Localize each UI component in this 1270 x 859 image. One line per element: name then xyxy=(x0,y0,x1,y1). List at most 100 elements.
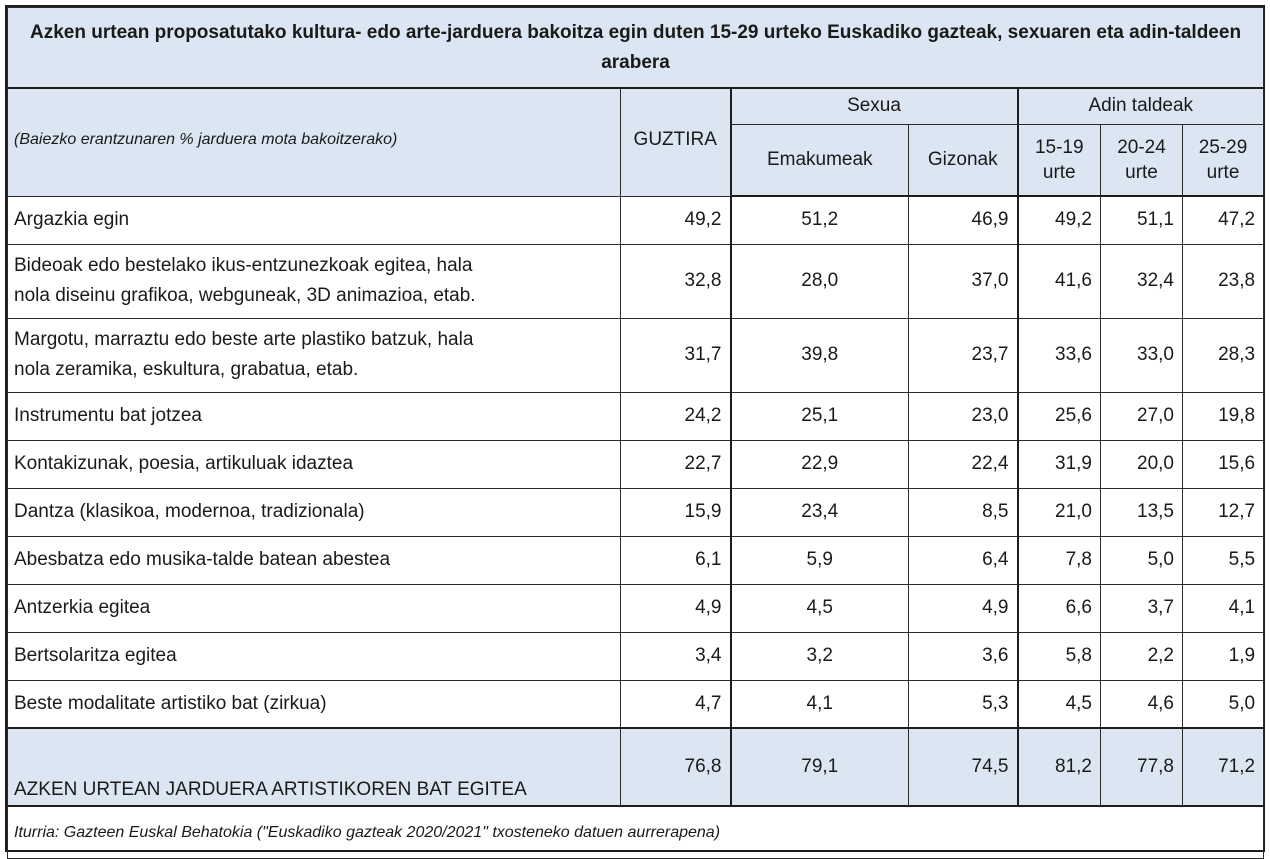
cell-age-25-29: 4,1 xyxy=(1181,583,1265,633)
total-label: AZKEN URTEAN JARDUERA ARTISTIKOREN BAT E… xyxy=(7,727,621,807)
row-label: Dantza (klasikoa, modernoa, tradizionala… xyxy=(7,487,621,537)
table-row: Dantza (klasikoa, modernoa, tradizionala… xyxy=(7,487,1265,537)
cell-guztira: 4,7 xyxy=(620,679,731,729)
row-label-line: Dantza (klasikoa, modernoa, tradizionala… xyxy=(14,501,365,522)
cell-emakumeak: 23,4 xyxy=(729,487,909,537)
total-age-20-24: 77,8 xyxy=(1100,727,1183,807)
row-label-line: Argazkia egin xyxy=(14,209,130,230)
cell-age-15-19: 5,8 xyxy=(1016,631,1101,681)
cell-gizonak: 23,0 xyxy=(908,391,1018,441)
cell-gizonak: 37,0 xyxy=(908,243,1018,319)
cell-age-20-24: 2,2 xyxy=(1100,631,1183,681)
row-label: Antzerkia egitea xyxy=(7,583,621,633)
row-label-line: Antzerkia egitea xyxy=(14,597,151,618)
cell-age-20-24: 20,0 xyxy=(1100,439,1183,489)
cell-emakumeak: 4,1 xyxy=(729,679,909,729)
table-row: Kontakizunak, poesia, artikuluak idaztea… xyxy=(7,439,1265,489)
cell-age-20-24: 51,1 xyxy=(1100,195,1183,245)
total-age-25-29: 71,2 xyxy=(1181,727,1265,807)
cell-guztira: 49,2 xyxy=(620,195,731,245)
cell-emakumeak: 22,9 xyxy=(729,439,909,489)
row-label-line: Bideoak edo bestelako ikus-entzunezkoak … xyxy=(14,255,473,276)
row-label-line: nola diseinu grafikoa, webguneak, 3D ani… xyxy=(14,285,476,306)
cell-emakumeak: 4,5 xyxy=(729,583,909,633)
age-unit: urte xyxy=(1042,161,1076,183)
cell-gizonak: 4,9 xyxy=(908,583,1018,633)
cell-emakumeak: 3,2 xyxy=(729,631,909,681)
table-row: Margotu, marraztu edo beste arte plastik… xyxy=(7,317,1265,393)
table-row: Antzerkia egitea 4,9 4,5 4,9 6,6 3,7 4,1 xyxy=(7,583,1265,633)
row-label: Bideoak edo bestelako ikus-entzunezkoak … xyxy=(7,243,621,319)
col-header-guztira: GUZTIRA xyxy=(620,87,731,197)
table-row: Bideoak edo bestelako ikus-entzunezkoak … xyxy=(7,243,1265,319)
row-label-line: Margotu, marraztu edo beste arte plastik… xyxy=(14,329,474,350)
col-header-gizonak: Gizonak xyxy=(908,123,1018,197)
table-row: Instrumentu bat jotzea 24,2 25,1 23,0 25,6 27… xyxy=(7,391,1265,441)
row-label: Margotu, marraztu edo beste arte plastik… xyxy=(7,317,621,393)
cell-gizonak: 46,9 xyxy=(908,195,1018,245)
cell-age-25-29: 5,5 xyxy=(1181,535,1265,585)
cell-guztira: 22,7 xyxy=(620,439,731,489)
cell-age-15-19: 21,0 xyxy=(1016,487,1101,537)
cell-emakumeak: 25,1 xyxy=(729,391,909,441)
row-label-line: Instrumentu bat jotzea xyxy=(14,405,202,426)
cell-age-25-29: 12,7 xyxy=(1181,487,1265,537)
cell-emakumeak: 28,0 xyxy=(729,243,909,319)
cell-age-25-29: 15,6 xyxy=(1181,439,1265,489)
table-row: Abesbatza edo musika-talde batean abeste… xyxy=(7,535,1265,585)
cell-guztira: 4,9 xyxy=(620,583,731,633)
cell-guztira: 24,2 xyxy=(620,391,731,441)
cell-emakumeak: 51,2 xyxy=(729,195,909,245)
cell-emakumeak: 39,8 xyxy=(729,317,909,393)
total-row: AZKEN URTEAN JARDUERA ARTISTIKOREN BAT E… xyxy=(7,727,1265,807)
age-unit: urte xyxy=(1125,161,1158,183)
cell-age-20-24: 32,4 xyxy=(1100,243,1183,319)
col-header-age-15-19: 15-19 urte xyxy=(1016,123,1101,197)
cell-age-25-29: 5,0 xyxy=(1181,679,1265,729)
age-range: 25-29 xyxy=(1198,136,1248,158)
group-header-adin-taldeak: Adin taldeak xyxy=(1016,87,1265,125)
cell-age-25-29: 28,3 xyxy=(1181,317,1265,393)
cell-age-20-24: 4,6 xyxy=(1100,679,1183,729)
total-emakumeak: 79,1 xyxy=(729,727,909,807)
age-range: 20-24 xyxy=(1117,136,1166,158)
cell-age-15-19: 7,8 xyxy=(1016,535,1101,585)
cell-gizonak: 6,4 xyxy=(908,535,1018,585)
cell-age-20-24: 3,7 xyxy=(1100,583,1183,633)
row-label: Bertsolaritza egitea xyxy=(7,631,621,681)
row-label: Abesbatza edo musika-talde batean abeste… xyxy=(7,535,621,585)
age-range: 15-19 xyxy=(1034,136,1084,158)
table-row: Bertsolaritza egitea 3,4 3,2 3,6 5,8 2,2 1,9 xyxy=(7,631,1265,681)
cell-age-20-24: 5,0 xyxy=(1100,535,1183,585)
row-label-line: Kontakizunak, poesia, artikuluak idaztea xyxy=(14,453,354,474)
row-label: Kontakizunak, poesia, artikuluak idaztea xyxy=(7,439,621,489)
cell-age-20-24: 27,0 xyxy=(1100,391,1183,441)
cell-guztira: 15,9 xyxy=(620,487,731,537)
cell-age-15-19: 31,9 xyxy=(1016,439,1101,489)
row-label: Beste modalitate artistiko bat (zirkua) xyxy=(7,679,621,729)
cell-age-25-29: 19,8 xyxy=(1181,391,1265,441)
table-row: Beste modalitate artistiko bat (zirkua) 4… xyxy=(7,679,1265,729)
cell-gizonak: 8,5 xyxy=(908,487,1018,537)
cell-age-20-24: 13,5 xyxy=(1100,487,1183,537)
cell-age-25-29: 23,8 xyxy=(1181,243,1265,319)
cell-age-25-29: 47,2 xyxy=(1181,195,1265,245)
total-guztira: 76,8 xyxy=(620,727,731,807)
cell-gizonak: 3,6 xyxy=(908,631,1018,681)
cell-gizonak: 5,3 xyxy=(908,679,1018,729)
cell-age-15-19: 4,5 xyxy=(1016,679,1101,729)
source-note: Iturria: Gazteen Euskal Behatokia ("Eusk… xyxy=(6,805,1265,859)
cell-age-20-24: 33,0 xyxy=(1100,317,1183,393)
total-gizonak: 74,5 xyxy=(908,727,1018,807)
cell-age-15-19: 6,6 xyxy=(1016,583,1101,633)
cell-gizonak: 23,7 xyxy=(908,317,1018,393)
row-label: Argazkia egin xyxy=(7,195,621,245)
cell-guztira: 3,4 xyxy=(620,631,731,681)
cell-guztira: 32,8 xyxy=(620,243,731,319)
row-label-line: Abesbatza edo musika-talde batean abeste… xyxy=(14,549,391,570)
col-header-age-20-24: 20-24 urte xyxy=(1100,123,1183,197)
cell-emakumeak: 5,9 xyxy=(729,535,909,585)
table-note: (Baiezko erantzunaren % jarduera mota ba… xyxy=(7,87,621,197)
total-age-15-19: 81,2 xyxy=(1016,727,1101,807)
col-header-emakumeak: Emakumeak xyxy=(729,123,909,197)
